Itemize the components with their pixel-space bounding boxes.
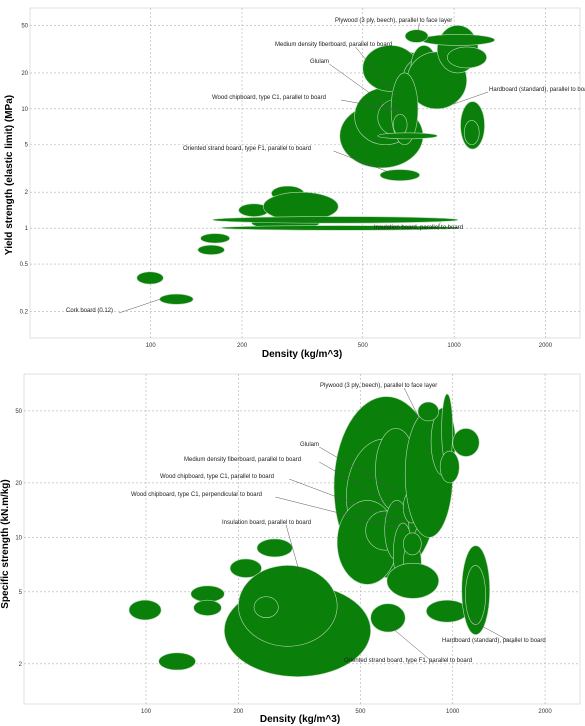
x-tick-label: 100 — [146, 343, 157, 349]
annotation-leader — [319, 461, 406, 512]
material-bubble — [200, 233, 230, 244]
material-bubble — [404, 29, 429, 43]
material-bubble — [136, 271, 164, 285]
x-tick-label: 100 — [141, 709, 152, 715]
x-tick-label: 1000 — [447, 343, 461, 349]
material-bubble — [253, 596, 279, 618]
material-bubble — [193, 599, 222, 616]
annotations: Plywood (3 ply, beech), parallel to face… — [66, 18, 585, 314]
y-tick-label: 10 — [15, 535, 22, 541]
annotation-label: Insulation board, parallel to board — [222, 520, 311, 526]
material-bubble — [370, 603, 406, 633]
x-tick-label: 200 — [237, 343, 248, 349]
plot-area — [29, 7, 581, 339]
annotation-leader — [355, 46, 396, 96]
annotation-leader — [289, 478, 407, 524]
annotation-label: Plywood (3 ply, beech), parallel to face… — [320, 383, 437, 389]
material-bubble — [421, 34, 495, 46]
grid-lines — [29, 7, 581, 339]
annotation-leader — [387, 624, 434, 664]
annotations: Plywood (3 ply, beech), parallel to face… — [131, 383, 546, 664]
annotation-label: Wood chipboard, type C1, parallel to boa… — [160, 474, 274, 480]
material-bubble — [417, 401, 439, 422]
bubble-series — [128, 393, 491, 677]
x-tick-label: 1000 — [446, 709, 460, 715]
annotation-leader — [454, 91, 489, 105]
material-bubble — [158, 652, 196, 671]
x-axis-title: Density (kg/m^3) — [260, 714, 340, 725]
annotation-leader — [285, 524, 302, 578]
y-axis-title: Yield strength (elastic limit) (MPa) — [4, 95, 15, 255]
annotation-label: Oriented strand board, type F1, parallel… — [344, 658, 472, 664]
y-tick-label: 2 — [19, 662, 23, 668]
material-bubble — [128, 599, 162, 621]
annotation-label: Plywood (3 ply, beech), parallel to face… — [335, 18, 452, 24]
annotation-leader — [417, 22, 420, 38]
material-bubble — [386, 562, 439, 599]
y-tick-label: 10 — [21, 107, 28, 113]
annotation-label: Oriented strand board, type F1, parallel… — [183, 146, 311, 152]
material-bubble — [238, 565, 338, 647]
y-tick-label: 5 — [19, 590, 23, 596]
material-bubble — [439, 450, 460, 484]
material-bubble — [256, 538, 293, 558]
y-tick-label: 0.5 — [20, 262, 29, 268]
x-tick-label: 2000 — [539, 343, 553, 349]
annotation-leader — [470, 619, 514, 644]
material-bubble — [463, 120, 480, 146]
x-tick-label: 500 — [358, 343, 369, 349]
y-tick-label: 50 — [15, 409, 22, 415]
annotation-leader — [437, 222, 441, 231]
annotation-leader — [341, 99, 404, 112]
annotation-label: Cork board (0.12) — [66, 308, 113, 314]
material-bubble — [197, 244, 225, 255]
y-tick-label: 0.2 — [20, 310, 29, 316]
y-tick-label: 1 — [25, 226, 29, 232]
material-bubble — [426, 599, 469, 623]
material-bubble — [392, 113, 408, 136]
yield-strength-chart: Plywood (3 ply, beech), parallel to face… — [4, 7, 585, 360]
annotation-leader — [118, 298, 161, 314]
annotation-label: Insulation board, parallel to board — [374, 225, 463, 231]
annotation-label: Wood chipboard, type C1, parallel to boa… — [212, 95, 326, 101]
material-bubble — [465, 565, 486, 625]
annotation-leader — [329, 63, 400, 115]
annotation-label: Glulam — [300, 442, 319, 448]
material-bubble — [452, 428, 480, 457]
annotation-leader — [333, 150, 392, 174]
material-bubble — [447, 46, 487, 69]
bubble-series — [136, 25, 495, 305]
annotation-label: Hardboard (standard), parallel to board — [489, 87, 585, 93]
annotation-label: Glulam — [310, 59, 329, 65]
material-bubble — [229, 558, 262, 578]
annotation-leader — [275, 496, 407, 531]
annotation-label: Medium density fiberboard, parallel to b… — [275, 42, 392, 48]
y-tick-label: 20 — [15, 481, 22, 487]
y-axis-title: Specific strength (kN.m/kg) — [0, 479, 11, 608]
x-tick-label: 500 — [355, 709, 366, 715]
annotation-label: Medium density fiberboard, parallel to b… — [184, 457, 301, 463]
y-tick-label: 5 — [25, 143, 29, 149]
material-bubble — [377, 132, 438, 140]
material-bubble — [190, 585, 225, 603]
y-tick-label: 20 — [21, 71, 28, 77]
material-bubble — [220, 225, 461, 231]
annotation-leader — [319, 446, 396, 492]
tick-labels: 100 200 500 1000 2000 2 5 10 20 50 — [15, 409, 552, 715]
tick-labels: 100 200 500 1000 2000 0.2 0.5 1 2 5 10 20 50 — [20, 23, 553, 349]
annotation-label: Wood chipboard, type C1, perpendicular t… — [131, 492, 262, 498]
x-axis-title: Density (kg/m^3) — [262, 349, 342, 360]
y-tick-label: 50 — [21, 23, 28, 29]
material-bubble — [159, 293, 194, 305]
material-bubble — [403, 532, 422, 556]
x-tick-label: 200 — [233, 709, 244, 715]
x-tick-label: 2000 — [538, 709, 552, 715]
specific-strength-chart: Plywood (3 ply, beech), parallel to face… — [0, 373, 581, 725]
annotation-leader — [403, 387, 420, 420]
annotation-label: Hardboard (standard), parallel to board — [442, 638, 546, 644]
specific-strength-chart-panel: Plywood (3 ply, beech), parallel to face… — [0, 366, 585, 726]
material-bubble — [212, 216, 459, 224]
y-tick-label: 2 — [25, 190, 29, 196]
yield-strength-chart-panel: Plywood (3 ply, beech), parallel to face… — [4, 7, 585, 360]
